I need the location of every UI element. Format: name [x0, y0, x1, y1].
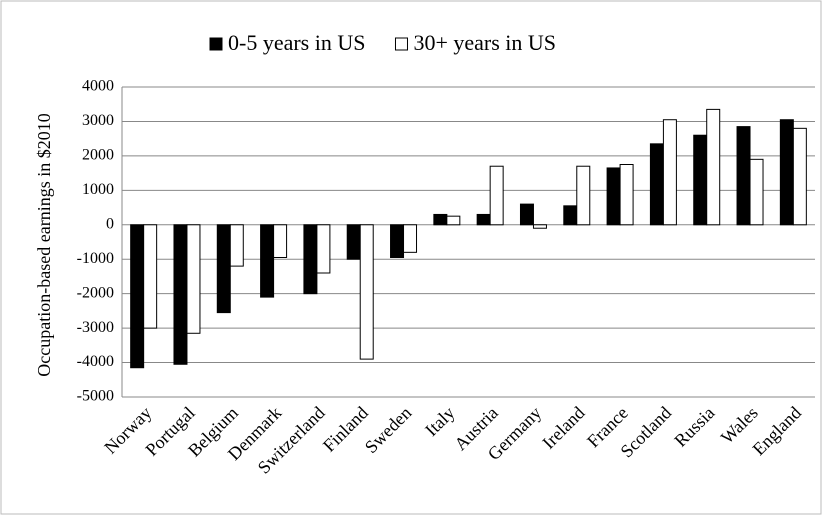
y-tick-label: 2000 [82, 147, 114, 164]
bar [173, 224, 188, 365]
y-tick-label: -4000 [77, 353, 114, 370]
bar [532, 224, 547, 229]
y-axis-label: Occupation-based earnings in $2010 [34, 113, 54, 376]
y-tick-label: 1000 [82, 181, 114, 198]
bar [619, 164, 634, 226]
bar [563, 205, 578, 226]
bar [303, 224, 318, 295]
y-tick-label: 0 [106, 215, 114, 232]
bar [403, 224, 418, 253]
bar [446, 215, 461, 226]
bar [476, 213, 491, 226]
bar [273, 224, 288, 258]
bar [662, 119, 677, 226]
y-tick-label: 3000 [82, 112, 114, 129]
bar [576, 165, 591, 226]
y-tick-label: -2000 [77, 284, 114, 301]
y-tick-label: -3000 [77, 319, 114, 336]
bar [260, 224, 275, 298]
bar [693, 134, 708, 226]
y-tick-label: 4000 [82, 78, 114, 95]
y-tick-label: -5000 [77, 388, 114, 405]
bar [433, 213, 448, 226]
y-tick-label: -1000 [77, 250, 114, 267]
bar [489, 165, 504, 226]
bar [186, 224, 201, 334]
legend-swatch [209, 37, 223, 51]
bar [779, 119, 794, 226]
bar [229, 224, 244, 267]
bar [736, 126, 751, 226]
bar [606, 167, 621, 226]
legend-label: 0-5 years in US [228, 30, 365, 55]
legend-label: 30+ years in US [413, 30, 556, 55]
bar [346, 224, 361, 260]
legend-swatch [394, 37, 408, 51]
bar [316, 224, 331, 274]
bar [519, 203, 534, 226]
bar [649, 143, 664, 226]
bar [706, 108, 721, 226]
bar [216, 224, 231, 314]
bar [359, 224, 374, 360]
bar [130, 224, 145, 369]
bar [143, 224, 158, 329]
bar [749, 158, 764, 226]
bar [792, 127, 807, 226]
bar [390, 224, 405, 258]
